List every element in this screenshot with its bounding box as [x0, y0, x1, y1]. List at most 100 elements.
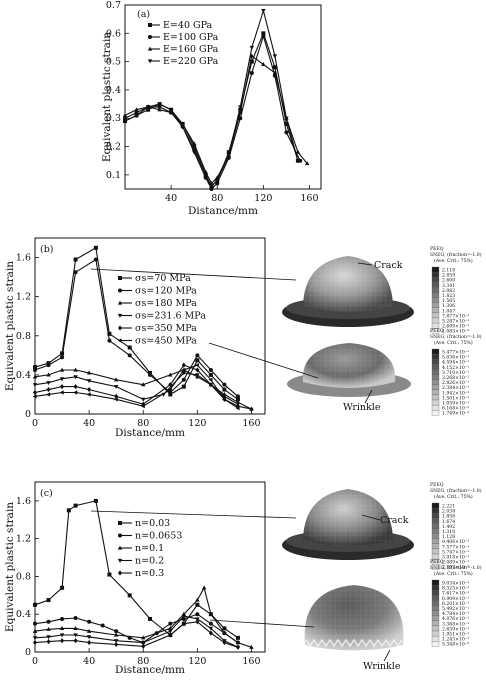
x-tick-label: 40 — [165, 193, 177, 204]
contour-color-swatch — [431, 287, 440, 293]
contour-color-swatch — [431, 590, 440, 596]
chart-panel-c: (c) Distance/mm Equivalent plastic strai… — [4, 481, 266, 676]
contour-color-swatch — [431, 410, 440, 416]
data-point — [134, 110, 139, 115]
data-point — [157, 107, 162, 112]
legend-marker — [117, 313, 123, 318]
y-tick-label: 1.6 — [16, 496, 31, 507]
legend-marker — [118, 325, 122, 331]
contour-color-swatch — [431, 317, 440, 324]
data-point — [235, 403, 240, 409]
data-point — [195, 353, 200, 358]
legend-marker — [118, 570, 122, 576]
arrow-to-wrinkle-c — [209, 619, 315, 628]
data-point — [60, 384, 65, 390]
contour-level-value: 2.221 — [442, 504, 455, 510]
y-tick-label: 0.8 — [16, 571, 31, 582]
legend-marker — [118, 288, 122, 293]
data-point — [60, 355, 65, 360]
legend-entry: n=0.1 — [117, 543, 164, 554]
contour-color-swatch — [431, 302, 440, 308]
data-point — [100, 623, 105, 628]
data-point — [46, 626, 51, 631]
legend-marker — [148, 35, 152, 39]
data-point — [208, 377, 213, 382]
data-point — [168, 629, 173, 634]
legend-label: σs=120 MPa — [135, 286, 197, 297]
data-point — [272, 70, 278, 75]
data-point — [140, 403, 145, 409]
data-point — [60, 585, 65, 590]
data-point — [195, 373, 200, 378]
legend-entry: E=100 GPa — [148, 32, 219, 43]
contour-color-swatch — [431, 513, 440, 519]
contour-level-value: 1.823 — [442, 293, 455, 299]
data-point — [249, 406, 254, 412]
contour-color-swatch — [431, 518, 440, 524]
contour-level-value: 1.858 — [442, 514, 455, 520]
data-point — [168, 632, 173, 638]
data-point — [235, 644, 240, 650]
legend-marker — [117, 558, 123, 563]
series-line — [34, 369, 252, 410]
x-tick-label: 160 — [300, 193, 318, 204]
contour-color-swatch — [431, 266, 440, 273]
data-point — [284, 130, 289, 135]
legend-marker — [147, 59, 153, 64]
y-tick-label: 0.3 — [106, 113, 121, 124]
data-point — [141, 382, 146, 387]
data-point — [181, 367, 186, 373]
data-point — [113, 632, 119, 637]
data-point — [73, 384, 78, 390]
data-point — [46, 386, 51, 393]
legend-entry: σs=120 MPa — [118, 286, 197, 297]
data-point — [222, 639, 227, 646]
data-point — [134, 113, 139, 118]
data-point — [208, 611, 214, 616]
data-point — [86, 379, 92, 384]
data-point — [113, 377, 119, 382]
contour-level-value: 4.152×10⁻¹ — [442, 365, 469, 371]
crack-pointer — [357, 262, 373, 266]
contour-level-value: 1.942×10⁻¹ — [442, 390, 469, 396]
contour-level-value: 2.038 — [442, 509, 455, 515]
panel-label-a: (a) — [137, 9, 150, 20]
data-point — [86, 635, 92, 640]
legend-entry: E=160 GPa — [147, 44, 219, 55]
y-tick-label: 0.8 — [16, 331, 31, 342]
data-point — [222, 382, 227, 387]
contour-level-value: 5.036×10⁻¹ — [442, 355, 469, 361]
contour-color-swatch — [431, 369, 440, 375]
x-axis-label-a: Distance/mm — [188, 205, 258, 217]
data-point — [46, 363, 51, 368]
contour-color-swatch — [431, 277, 440, 283]
data-point — [272, 65, 277, 70]
data-point — [304, 161, 310, 166]
data-point — [235, 635, 240, 640]
data-point — [168, 108, 174, 113]
y-tick-label: 1.2 — [16, 534, 31, 545]
data-point — [191, 141, 197, 146]
y-tick-label: 0.4 — [106, 85, 121, 96]
contour-level-value: 2.859 — [442, 273, 455, 279]
data-point — [73, 625, 78, 630]
contour-color-swatch — [431, 641, 440, 647]
x-tick-label: 0 — [32, 418, 38, 429]
x-axis-label-c: Distance/mm — [115, 664, 185, 676]
x-tick-label: 120 — [254, 193, 272, 204]
data-point — [46, 635, 51, 640]
arrow-to-wrinkle-b — [208, 342, 319, 379]
contour-level-value: 1.243×10⁻¹ — [442, 637, 469, 643]
contour-color-swatch — [431, 271, 440, 278]
data-point — [181, 377, 186, 382]
contour-level-value: 1.306 — [442, 303, 455, 309]
data-point — [87, 386, 92, 393]
contour-color-swatch — [431, 502, 440, 509]
data-point — [249, 53, 255, 58]
contour-level-value: 1.565 — [442, 298, 455, 304]
contour-level-value: 2.597×10⁻² — [442, 565, 469, 571]
contour-level-value: 7.877×10⁻¹ — [442, 313, 469, 319]
data-point — [201, 585, 207, 590]
x-tick-label: 80 — [137, 418, 149, 429]
